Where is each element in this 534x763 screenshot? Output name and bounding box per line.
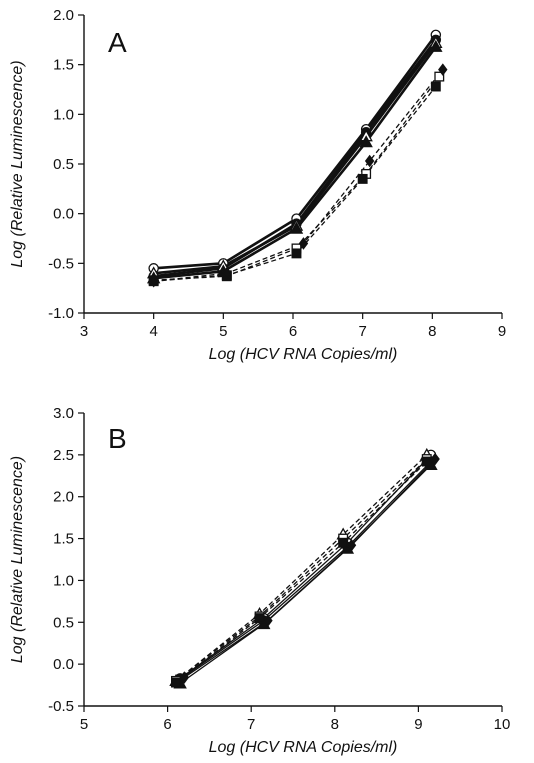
panel-a-series-4-point (359, 135, 373, 148)
panel-b-x-tick-label: 7 (247, 716, 255, 733)
panel-a-series-2-line (153, 39, 437, 278)
panel-a-series-4-point (289, 221, 304, 234)
panel-a-series-5-point (434, 71, 445, 82)
panel-a-y-tick-label: 0.5 (53, 156, 74, 173)
panel-a-x-tick-label: 5 (219, 323, 227, 340)
panel-b-y-tick-label: 0.5 (53, 614, 74, 631)
panel-b-y-tick-label: 2.0 (53, 489, 74, 506)
panel-a-y-tick-label: -1.0 (48, 305, 74, 322)
panel-a-x-tick-label: 8 (428, 323, 436, 340)
panel-b-series-7-point (263, 614, 273, 627)
panel-b-series-3-line (175, 454, 428, 682)
panel-a-series-7-point (222, 266, 232, 280)
panel-a-y-axis-label: Log (Relative Luminescence) (9, 60, 26, 267)
panel-b-series-6-point (421, 456, 432, 467)
panel-b-x-tick-label: 8 (331, 716, 339, 733)
panel-b-y-tick-label: 3.0 (53, 405, 74, 422)
panel-b-series-1-line (179, 454, 432, 679)
panel-a-x-tick-label: 6 (289, 323, 297, 340)
panel-b-series-2-line (179, 461, 432, 680)
panel-b-chart: 5 6 7 8 9 10 -0.5 0.0 0.5 1.0 1.5 2.0 2.5 3.0 Log (HCV… (9, 405, 510, 756)
panel-b-x-tick-label: 10 (494, 716, 511, 733)
panel-a-x-tick-label: 7 (358, 323, 366, 340)
panel-b-y-axis-label: Log (Relative Luminescence) (9, 456, 26, 663)
panel-b-series-7-line (183, 458, 436, 679)
panel-b-x-tick-label: 5 (80, 716, 88, 733)
panel-a-series-7-point (298, 237, 309, 250)
panel-a-x-axis-label: Log (HCV RNA Copies/ml) (209, 346, 398, 363)
panel-a-panel-letter: A (108, 27, 127, 58)
panel-b-series-7-point (179, 671, 190, 684)
panel-a-x-tick-label: 9 (498, 323, 506, 340)
panel-b-series-7-point (430, 452, 440, 466)
panel-b-series-5-line (175, 458, 428, 682)
panel-a-series-6-point (291, 248, 302, 259)
panel-a-series-3-line (153, 42, 437, 275)
panel-a-series-6-point (357, 173, 368, 184)
panel-b-series-6-point (254, 613, 265, 624)
panel-a-y-tick-label: 2.0 (53, 7, 74, 24)
panel-b-panel-letter: B (108, 423, 127, 454)
panel-b-y-tick-label: 1.0 (53, 572, 74, 589)
panel-b-y-tick-label: -0.5 (48, 698, 74, 715)
panel-a-series-7-point (364, 154, 375, 168)
panel-a-x-tick-label: 3 (80, 323, 88, 340)
panel-b-series-6-line (175, 461, 428, 684)
panel-b-series-6-point (171, 677, 181, 688)
panel-a-series-6-point (430, 81, 441, 92)
panel-a-series-7-point (148, 274, 159, 288)
panel-b-x-axis-label: Log (HCV RNA Copies/ml) (209, 739, 398, 756)
panel-b-x-tick-label: 9 (414, 716, 422, 733)
panel-b-y-tick-label: 1.5 (53, 531, 74, 548)
panel-a-y-tick-label: 1.5 (53, 57, 74, 74)
panel-a-series-7-point (438, 63, 448, 76)
panel-a-y-tick-label: 0.0 (53, 206, 74, 223)
panel-b-series-6-point (338, 537, 349, 548)
panel-a-chart: 3 4 5 6 7 8 9 -1.0 -0.5 0.0 0.5 1.0 1.5 2.0 Log (HCV R… (9, 7, 506, 363)
panel-a-series-4-point (429, 39, 443, 52)
panel-a-y-tick-label: 1.0 (53, 106, 74, 123)
panel-a-x-tick-label: 4 (149, 323, 157, 340)
panel-b-x-tick-label: 6 (163, 716, 171, 733)
panel-a-y-tick-label: -0.5 (48, 255, 74, 272)
panel-b-y-tick-label: 0.0 (53, 656, 74, 673)
panel-b-series-7-point (346, 538, 357, 552)
panel-b-y-tick-label: 2.5 (53, 447, 74, 464)
